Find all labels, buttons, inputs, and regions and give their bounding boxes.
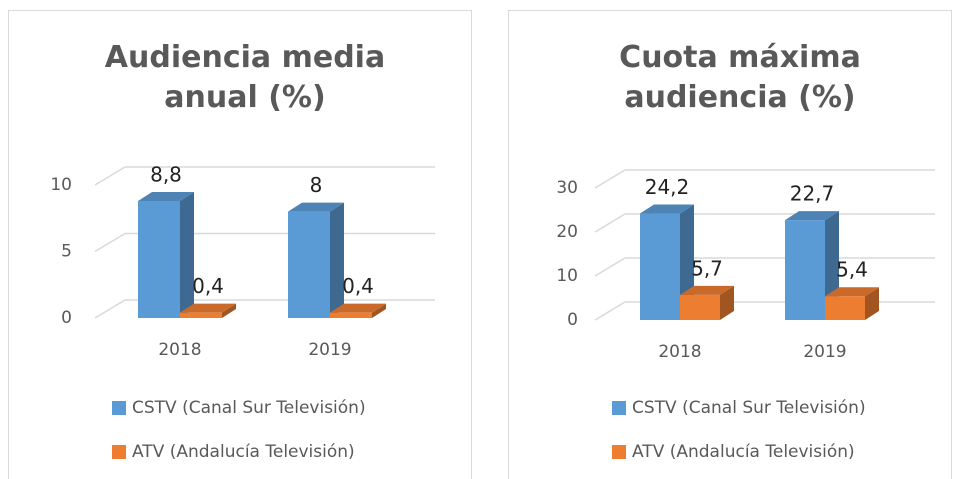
- bar-side: [865, 287, 879, 320]
- y-tick-label: 5: [61, 242, 72, 262]
- x-tick-label: 2019: [803, 342, 846, 362]
- y-tick-label: 0: [61, 308, 72, 328]
- bar-top: [785, 211, 839, 221]
- x-tick-label: 2018: [658, 342, 701, 362]
- grid-line: [594, 169, 935, 189]
- bar-top: [138, 191, 194, 201]
- data-label: 5,4: [836, 258, 868, 282]
- bar: [640, 213, 680, 320]
- grid-line: [94, 166, 435, 186]
- chart-title: Cuota máxima audiencia (%): [619, 40, 861, 115]
- bar: [330, 312, 372, 318]
- chart-panel: [508, 10, 952, 479]
- bar-side: [180, 191, 194, 318]
- bar: [138, 200, 180, 318]
- data-label: 8: [310, 173, 323, 197]
- legend-label: ATV (Andalucía Televisión): [132, 442, 355, 462]
- data-label: 8,8: [150, 162, 182, 186]
- y-tick-label: 30: [556, 178, 578, 198]
- x-tick-label: 2018: [158, 340, 201, 360]
- bar-side: [330, 202, 344, 318]
- data-label: 22,7: [790, 182, 835, 206]
- bar-side: [720, 285, 734, 320]
- bar-top: [330, 303, 386, 313]
- legend-label: ATV (Andalucía Televisión): [632, 442, 855, 462]
- data-label: 24,2: [645, 175, 690, 199]
- chart-panel: [8, 10, 472, 479]
- x-tick-label: 2019: [308, 340, 351, 360]
- bar-side: [222, 303, 236, 318]
- data-label: 0,4: [342, 274, 374, 298]
- bar-side: [372, 303, 386, 318]
- bar-top: [180, 303, 236, 313]
- bar-top: [680, 285, 734, 295]
- bar-top: [640, 204, 694, 214]
- y-tick-label: 20: [556, 222, 578, 242]
- legend-swatch: [112, 401, 126, 415]
- bar: [180, 312, 222, 318]
- bar: [680, 294, 720, 320]
- legend-label: CSTV (Canal Sur Televisión): [632, 398, 866, 418]
- legend-label: CSTV (Canal Sur Televisión): [132, 398, 366, 418]
- legend-swatch: [612, 445, 626, 459]
- legend-swatch: [612, 401, 626, 415]
- bar: [825, 296, 865, 320]
- data-label: 5,7: [691, 256, 723, 280]
- bar: [785, 220, 825, 320]
- bar: [288, 211, 330, 318]
- bar-top: [288, 202, 344, 212]
- y-tick-label: 10: [50, 175, 72, 195]
- y-tick-label: 10: [556, 266, 578, 286]
- bar-top: [825, 287, 879, 297]
- chart-title: Audiencia media anual (%): [104, 40, 386, 115]
- y-tick-label: 0: [567, 310, 578, 330]
- legend-swatch: [112, 445, 126, 459]
- data-label: 0,4: [192, 274, 224, 298]
